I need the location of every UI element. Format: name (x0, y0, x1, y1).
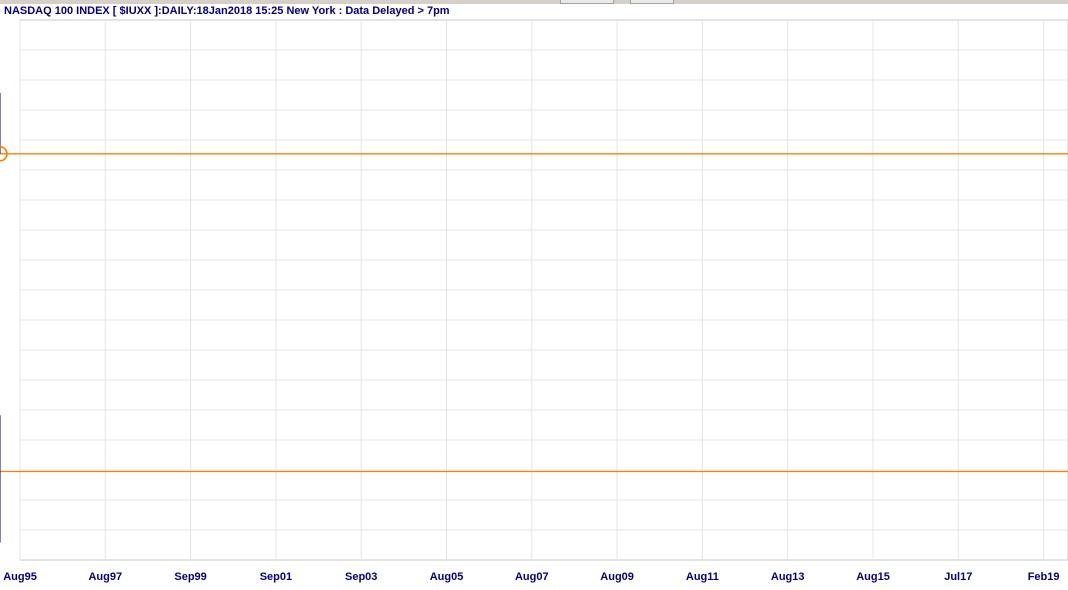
x-tick-label: Aug05 (430, 571, 464, 583)
x-tick-label: Sep03 (345, 571, 377, 583)
x-tick-label: Aug09 (600, 571, 634, 583)
x-tick-label: Feb19 (1028, 571, 1060, 583)
x-tick-label: Jul17 (944, 571, 972, 583)
toolbar-tab[interactable] (630, 0, 674, 4)
x-tick-label: Aug15 (856, 571, 890, 583)
x-tick-label: Sep01 (260, 571, 292, 583)
marker-circle (0, 146, 8, 162)
x-tick-label: Aug11 (686, 571, 719, 583)
chart-title: NASDAQ 100 INDEX [ $IUXX ]:DAILY:18Jan20… (4, 5, 450, 17)
x-tick-label: Aug13 (771, 571, 805, 583)
x-tick-label: Sep99 (174, 571, 206, 583)
x-tick-label: Aug97 (88, 571, 122, 583)
x-tick-label: Aug07 (515, 571, 549, 583)
top-toolbar-strip (0, 0, 1068, 4)
toolbar-tab[interactable] (560, 0, 614, 4)
x-tick-label: Aug95 (3, 571, 37, 583)
